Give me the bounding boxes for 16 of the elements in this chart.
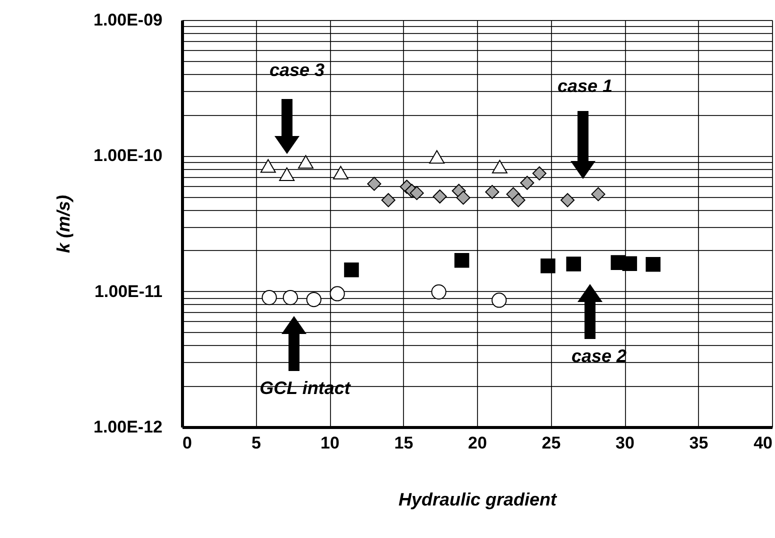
x-tick-label: 30 [616,434,634,452]
x-tick-label: 20 [468,434,487,452]
y-tick-label: 1.00E-12 [94,418,162,436]
x-tick-label: 5 [252,434,261,452]
x-tick-label: 25 [542,434,561,452]
y-tick-label: 1.00E-11 [94,282,162,301]
y-tick-label: 1.00E-09 [94,10,162,30]
x-tick-label: 10 [320,434,340,452]
x-axis-title: Hydraulic gradient [398,490,558,510]
y-axis-title: k (m/s) [54,194,74,254]
annotation: case 1 [557,76,613,96]
y-tick-label: 1.00E-10 [94,146,162,166]
x-tick-label: 0 [182,434,192,452]
x-tick-label: 40 [754,434,772,452]
x-tick-label: 15 [394,434,414,452]
x-tick-label: 35 [689,434,708,452]
